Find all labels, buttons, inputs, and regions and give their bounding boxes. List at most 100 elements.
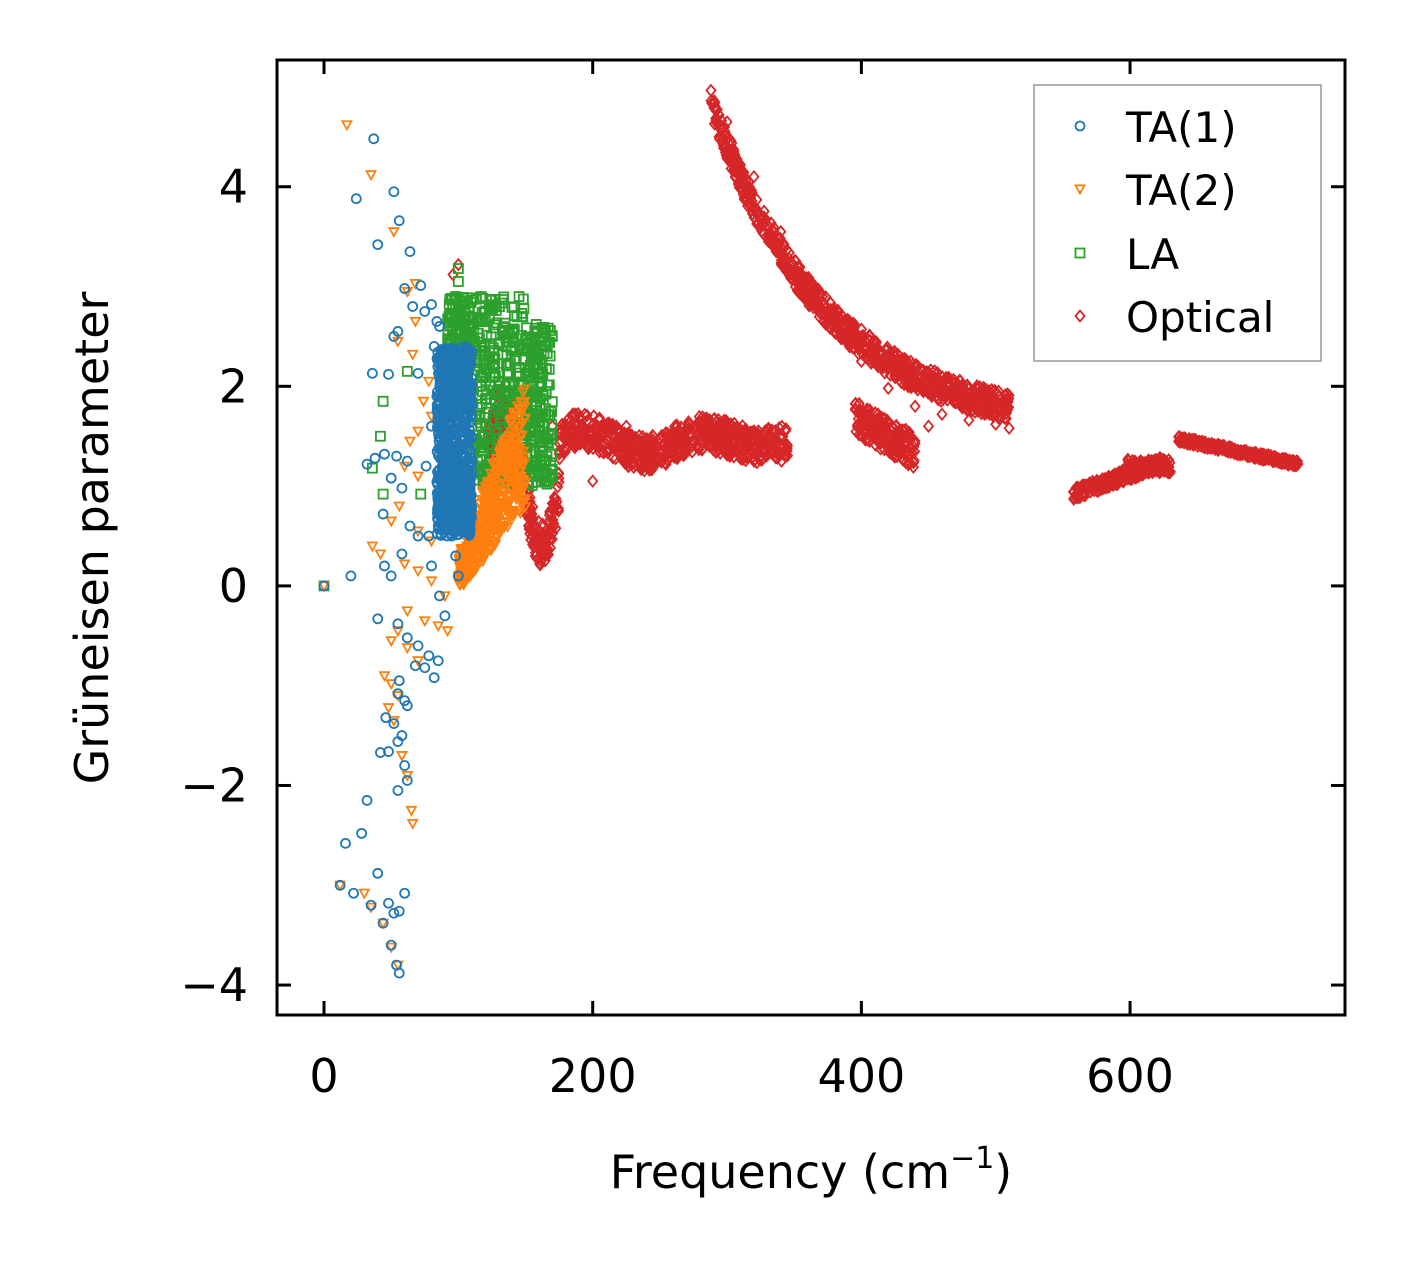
ta2-point [477,539,490,551]
optical-point [713,132,726,146]
optical-point [775,224,787,239]
optical-point [638,438,650,453]
ta1-point [441,451,453,463]
la-point [478,349,490,360]
optical-point [587,474,599,488]
optical-point [792,265,804,280]
data-points [317,83,1304,979]
ta1-point [451,392,462,403]
ta1-point [444,514,456,526]
ta1-point [393,967,405,979]
optical-point [613,431,625,446]
la-point [524,389,536,401]
la-point [530,319,542,330]
optical-point [758,204,770,218]
la-point [499,321,510,333]
optical-point [1231,447,1244,461]
optical-point [681,434,693,449]
la-point [524,360,536,371]
ta2-point [494,447,507,459]
la-point [375,430,386,442]
optical-point [724,446,736,461]
optical-point [1097,481,1109,495]
ta1-point [412,640,424,652]
ta1-point [401,632,413,644]
la-point [538,420,550,432]
optical-point [534,556,546,571]
optical-point [905,430,918,445]
optical-point [764,233,777,248]
ta2-point [519,477,532,489]
ta1-point [392,618,404,630]
ta1-point [392,736,404,747]
ta1-point [401,775,413,786]
la-point [525,353,537,365]
ta1-point [441,408,453,420]
optical-point [852,335,864,349]
ta2-point [478,499,492,511]
la-point [544,325,556,336]
legend-marker-ta1 [1074,120,1086,132]
ta1-point [452,570,464,582]
ta1-point [380,712,392,724]
la-point [542,409,554,421]
la-point [489,353,501,365]
ta1-point [432,655,444,667]
optical-point [660,426,672,440]
optical-point [726,427,738,441]
ta2-point [385,516,398,528]
ta2-point [365,170,378,182]
optical-point [576,428,588,443]
optical-point [850,424,862,439]
la-point [529,457,541,469]
legend-marker-optical [1074,309,1086,323]
la-point [520,333,531,344]
optical-point [950,393,962,407]
optical-point [755,209,768,223]
ta1-point [392,785,404,796]
optical-point [922,419,935,434]
ta1-point [404,246,416,257]
optical-point [533,523,545,538]
optical-point [1267,450,1279,464]
x-axis-label: Frequency (cm−1) [610,1141,1013,1199]
ta1-point [450,550,462,562]
optical-point [736,419,749,433]
plot-frame [275,58,1347,1017]
ta1-point [401,455,413,467]
optical-point [947,382,959,396]
la-point [506,342,518,354]
optical-point [764,227,776,241]
ta1-point [440,430,451,442]
optical-point [812,282,825,297]
optical-point [1226,440,1238,455]
optical-point [882,441,894,456]
ta2-point [395,751,408,762]
optical-point [607,451,619,465]
optical-point [1125,456,1137,471]
optical-point [669,427,681,442]
ta1-point [392,688,404,700]
optical-point [902,456,914,470]
optical-point [777,248,790,263]
optical-point [551,495,563,509]
optical-point [935,394,947,408]
ta1-point [393,675,405,687]
optical-point [914,362,926,376]
optical-point [714,446,726,461]
ta1-point [393,215,405,227]
optical-point [911,378,924,392]
ta2-point [358,888,371,900]
x-tick-label: 600 [1086,1049,1174,1103]
optical-point [647,429,659,444]
ta2-point [317,581,331,593]
optical-point [768,224,780,239]
ta1-point [399,283,411,294]
optical-point [1152,452,1164,467]
la-point [493,401,505,413]
ta1-point [465,489,477,501]
optical-point [717,132,729,147]
optical-point [1101,480,1113,495]
optical-point [550,492,562,506]
